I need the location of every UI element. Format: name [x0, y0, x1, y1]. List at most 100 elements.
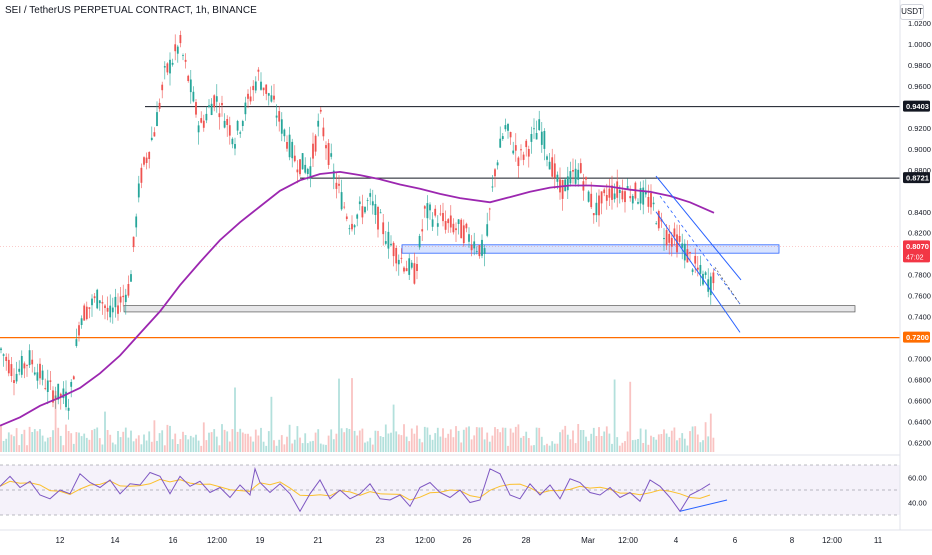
candle-body	[621, 190, 624, 200]
volume-bar	[439, 436, 442, 452]
candle-body	[624, 191, 626, 203]
candle-body	[91, 298, 93, 306]
candle-body	[200, 118, 203, 123]
volume-bar	[41, 435, 44, 452]
volume-bar	[122, 431, 125, 452]
candle-body	[234, 144, 236, 149]
volume-bar	[413, 433, 416, 452]
volume-bar	[691, 426, 694, 452]
candle-body	[512, 150, 515, 154]
price-tick-label: 0.9600	[908, 82, 931, 91]
volume-bar	[587, 441, 590, 452]
price-tick-label: 0.9800	[908, 61, 931, 70]
candle-body	[114, 296, 117, 308]
candle-body	[62, 388, 65, 399]
volume-bar	[551, 441, 554, 452]
candle-body	[205, 113, 208, 121]
volume-bar	[543, 445, 546, 452]
candle-body	[673, 228, 676, 237]
candle-body	[626, 186, 629, 189]
candle-body	[540, 131, 543, 145]
candle-body	[499, 138, 502, 148]
volume-bar	[452, 437, 455, 452]
candle-body	[707, 279, 710, 292]
candle-body	[379, 212, 382, 214]
candle-body	[514, 145, 517, 151]
candle-body	[678, 236, 681, 242]
candle-body	[213, 95, 216, 108]
volume-bar	[486, 432, 489, 452]
price-tick-label: 0.8200	[908, 229, 931, 238]
volume-bar	[244, 433, 247, 452]
volume-bar	[382, 437, 385, 452]
volume-bar	[273, 440, 275, 452]
price-axis: 1.0200 1.0000 0.9800 0.9600 0.9200 0.9000 0.88…	[908, 19, 931, 448]
volume-bar	[236, 431, 239, 452]
candle-body	[140, 167, 143, 183]
candle-body	[174, 44, 177, 52]
candle-body	[413, 263, 416, 284]
candle-body	[418, 236, 421, 248]
currency-button[interactable]: USDT	[900, 4, 924, 20]
candle-body	[403, 267, 405, 272]
volume-bar	[249, 436, 252, 452]
candle-body	[478, 245, 481, 257]
candle-body	[252, 85, 255, 91]
volume-bar	[585, 436, 587, 452]
volume-bar	[548, 445, 551, 452]
candle-body	[83, 305, 86, 321]
candle-body	[613, 193, 616, 200]
volume-bar	[85, 437, 88, 452]
time-axis: 12 14 16 12:00 19 21 23 12:00 26 28 Mar 12:00 4 6 8 12:…	[56, 536, 883, 545]
volume-bar	[470, 439, 473, 452]
candle-body	[13, 380, 15, 383]
volume-bar	[132, 441, 135, 452]
candle-body	[171, 62, 174, 65]
volume-bar	[608, 433, 611, 452]
volume-bar	[70, 433, 73, 452]
volume-bar	[668, 436, 671, 452]
volume-bar	[577, 424, 580, 452]
volume-bar	[434, 433, 437, 452]
volume-bar	[611, 443, 613, 452]
time-tick-label: 19	[256, 536, 265, 545]
volume-bar	[182, 431, 184, 452]
volume-bar	[356, 435, 359, 452]
volume-bar	[369, 437, 372, 452]
volume-bar	[59, 435, 62, 452]
time-tick-label: 12:00	[822, 536, 843, 545]
volume-bar	[533, 445, 535, 452]
time-tick-label: 16	[169, 536, 178, 545]
time-tick-label: Mar	[581, 536, 595, 545]
volume-bar	[257, 435, 260, 452]
candle-body	[556, 174, 559, 182]
candle-body	[468, 234, 470, 242]
candle-body	[444, 221, 447, 230]
candle-body	[283, 129, 286, 137]
volume-bar	[31, 432, 34, 452]
volume-bar	[301, 443, 304, 452]
candle-body	[80, 318, 83, 325]
candle-body	[525, 140, 528, 148]
rsi-tick-label: 60.00	[908, 474, 927, 483]
volume-bar	[83, 433, 86, 452]
candle-body	[67, 407, 70, 411]
volume-bar	[288, 424, 291, 452]
price-tick-label: 0.6800	[908, 376, 931, 385]
volume-bar	[218, 445, 221, 452]
volume-bar	[538, 427, 541, 452]
candle-body	[78, 325, 80, 336]
candle-body	[400, 257, 403, 259]
volume-bar	[447, 433, 450, 452]
volume-bar	[200, 445, 203, 452]
candle-body	[15, 373, 18, 382]
volume-bar	[231, 429, 234, 452]
price-labels: 0.9403 0.8721 0.8070 47:02 0.7200	[903, 100, 930, 343]
volume-bar	[626, 431, 629, 452]
price-label-box	[903, 331, 930, 343]
volume-bar	[143, 434, 145, 452]
volume-bar	[20, 434, 23, 452]
candle-body	[23, 363, 26, 369]
